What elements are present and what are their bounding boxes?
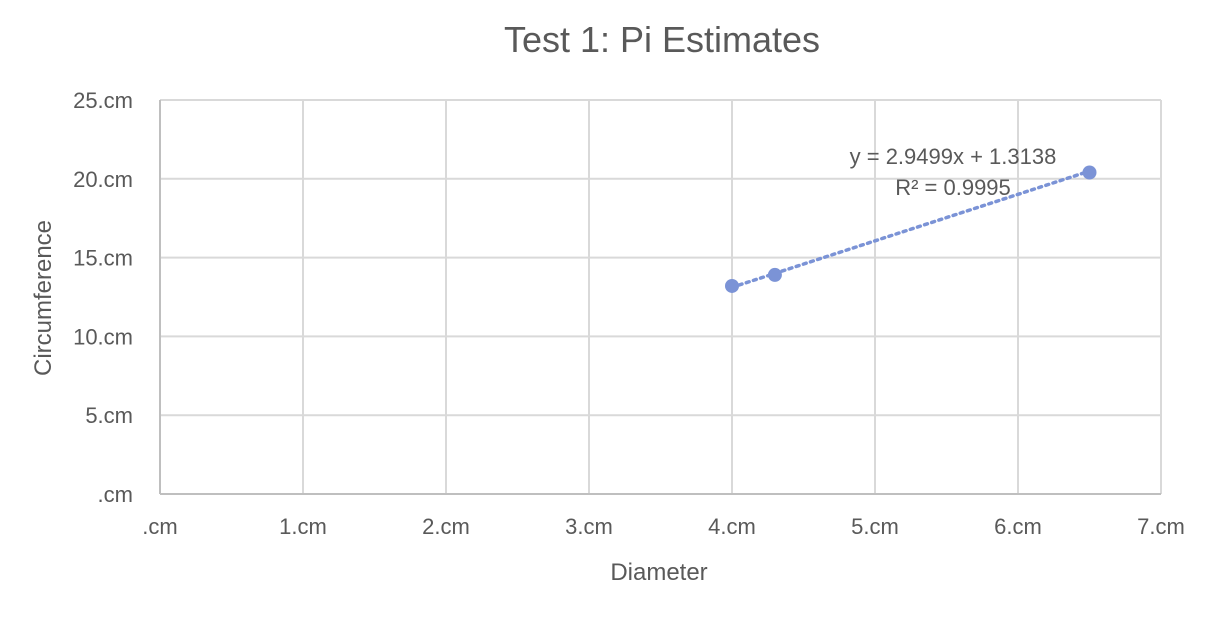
- y-tick-label: 5.cm: [85, 403, 133, 428]
- x-tick-label: 7.cm: [1137, 514, 1185, 539]
- y-tick-label: 15.cm: [73, 246, 133, 271]
- x-tick-label: .cm: [142, 514, 177, 539]
- data-point: [1082, 165, 1097, 180]
- x-tick-labels: .cm 1.cm 2.cm 3.cm 4.cm 5.cm 6.cm 7.cm: [142, 514, 1185, 539]
- y-tick-label: 20.cm: [73, 167, 133, 192]
- data-points: [725, 165, 1097, 293]
- x-tick-label: 5.cm: [851, 514, 899, 539]
- gridlines: [160, 99, 1162, 494]
- x-tick-label: 6.cm: [994, 514, 1042, 539]
- x-tick-label: 4.cm: [708, 514, 756, 539]
- trendline-equation: y = 2.9499x + 1.3138: [850, 144, 1057, 169]
- x-tick-label: 1.cm: [279, 514, 327, 539]
- data-point: [767, 267, 782, 282]
- y-tick-label: .cm: [98, 482, 133, 507]
- y-axis-title: Circumference: [30, 220, 57, 376]
- x-tick-label: 2.cm: [422, 514, 470, 539]
- y-tick-labels: .cm 5.cm 10.cm 15.cm 20.cm 25.cm: [73, 88, 133, 507]
- data-point: [725, 278, 739, 293]
- chart-title: Test 1: Pi Estimates: [504, 19, 820, 60]
- trendline-r-squared: R² = 0.9995: [895, 175, 1011, 200]
- x-tick-label: 3.cm: [565, 514, 613, 539]
- axes: [159, 100, 1161, 495]
- y-tick-label: 25.cm: [73, 88, 133, 113]
- trendline-group: [730, 169, 1092, 290]
- trendline: [730, 169, 1092, 290]
- y-tick-label: 10.cm: [73, 324, 133, 349]
- x-axis-title: Diameter: [610, 559, 707, 586]
